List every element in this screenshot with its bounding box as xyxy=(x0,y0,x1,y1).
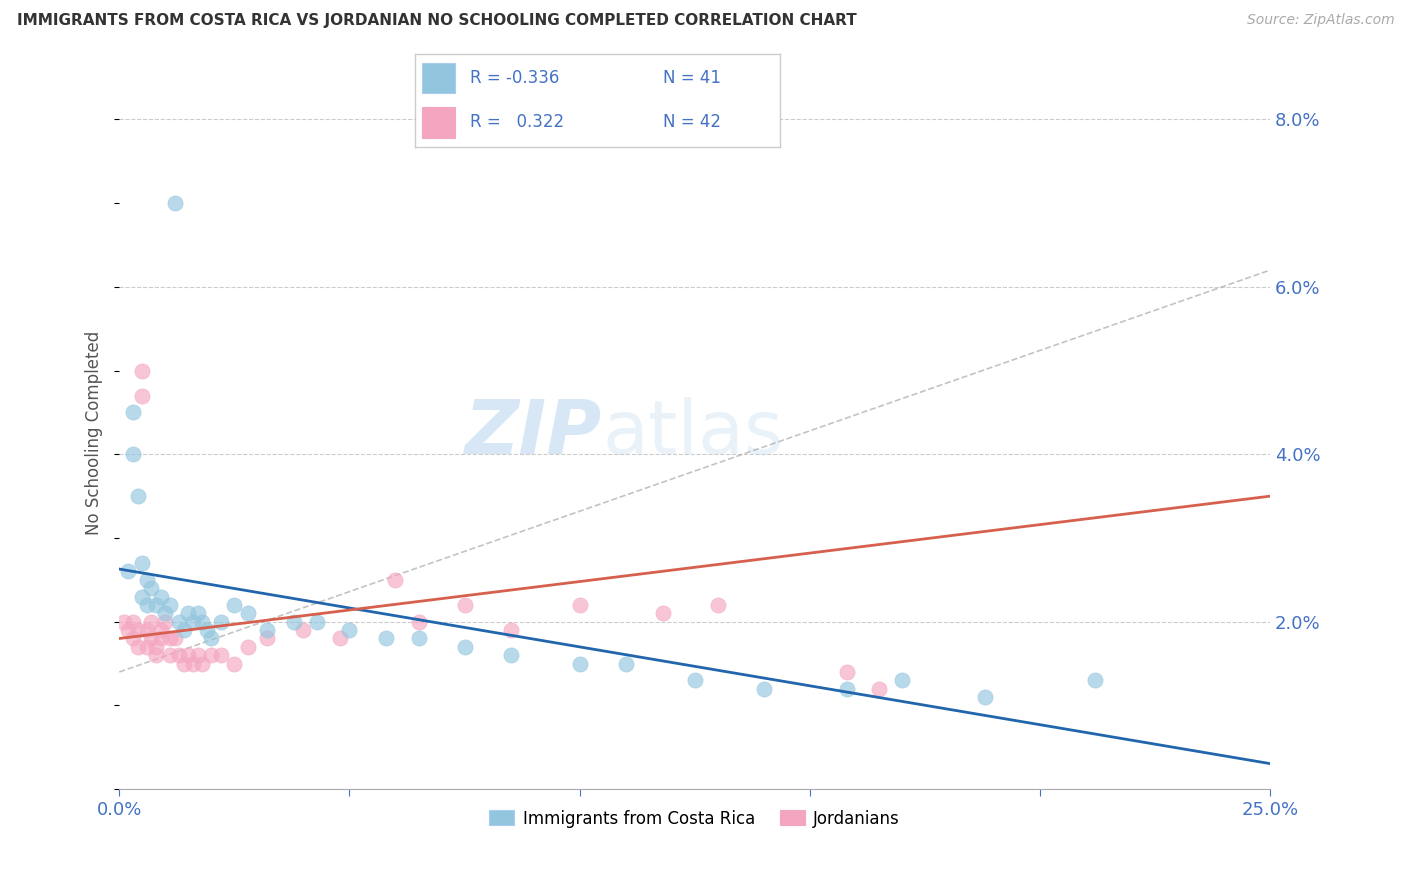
Point xyxy=(117,565,139,579)
Point xyxy=(181,657,204,671)
Point xyxy=(131,389,153,403)
Point xyxy=(453,640,475,654)
Text: R =   0.322: R = 0.322 xyxy=(470,113,564,131)
Point xyxy=(307,615,329,629)
Text: IMMIGRANTS FROM COSTA RICA VS JORDANIAN NO SCHOOLING COMPLETED CORRELATION CHART: IMMIGRANTS FROM COSTA RICA VS JORDANIAN … xyxy=(17,13,856,29)
Point xyxy=(256,623,278,637)
Text: N = 41: N = 41 xyxy=(664,69,721,87)
Point xyxy=(122,405,145,419)
Point xyxy=(835,681,858,696)
Point xyxy=(195,623,218,637)
Point xyxy=(238,640,260,654)
Point xyxy=(890,673,912,688)
Point xyxy=(224,598,246,612)
Point xyxy=(752,681,775,696)
Point xyxy=(117,623,139,637)
Text: R = -0.336: R = -0.336 xyxy=(470,69,560,87)
Point xyxy=(145,648,167,663)
Y-axis label: No Schooling Completed: No Schooling Completed xyxy=(86,331,103,535)
Point xyxy=(155,615,177,629)
Point xyxy=(256,632,278,646)
Point xyxy=(683,673,706,688)
Point xyxy=(141,615,163,629)
Point xyxy=(131,556,153,570)
Point xyxy=(177,648,200,663)
Point xyxy=(614,657,637,671)
Point xyxy=(135,598,157,612)
Point xyxy=(499,648,522,663)
Point xyxy=(122,615,145,629)
Point xyxy=(181,615,204,629)
Point xyxy=(127,623,149,637)
Point xyxy=(408,615,430,629)
Point xyxy=(868,681,890,696)
Point xyxy=(145,598,167,612)
Point xyxy=(224,657,246,671)
Text: Source: ZipAtlas.com: Source: ZipAtlas.com xyxy=(1247,13,1395,28)
Point xyxy=(149,632,172,646)
Point xyxy=(200,632,222,646)
Point xyxy=(568,598,591,612)
Point xyxy=(835,665,858,679)
Point xyxy=(122,632,145,646)
Legend: Immigrants from Costa Rica, Jordanians: Immigrants from Costa Rica, Jordanians xyxy=(482,803,907,834)
Point xyxy=(135,623,157,637)
Point xyxy=(339,623,361,637)
Text: ZIP: ZIP xyxy=(465,397,603,470)
Point xyxy=(292,623,315,637)
Point xyxy=(177,607,200,621)
Point xyxy=(163,632,186,646)
Text: N = 42: N = 42 xyxy=(664,113,721,131)
Point xyxy=(122,447,145,461)
Bar xyxy=(422,63,456,94)
Point xyxy=(1084,673,1107,688)
Point xyxy=(209,648,232,663)
Point xyxy=(329,632,352,646)
Point xyxy=(191,657,214,671)
Point xyxy=(135,573,157,587)
Point xyxy=(499,623,522,637)
Point xyxy=(141,632,163,646)
Point xyxy=(131,363,153,377)
Point xyxy=(112,615,135,629)
Point xyxy=(149,623,172,637)
Point xyxy=(127,489,149,503)
Bar xyxy=(422,107,456,138)
Point xyxy=(186,648,208,663)
Point xyxy=(453,598,475,612)
Point xyxy=(145,640,167,654)
Point xyxy=(973,690,995,705)
Point xyxy=(375,632,398,646)
Point xyxy=(167,648,190,663)
Point xyxy=(173,657,195,671)
Point xyxy=(238,607,260,621)
Point xyxy=(191,615,214,629)
Point xyxy=(127,640,149,654)
Point xyxy=(186,607,208,621)
Point xyxy=(131,590,153,604)
Point xyxy=(651,607,673,621)
Point xyxy=(149,590,172,604)
Point xyxy=(135,640,157,654)
Point xyxy=(141,581,163,595)
Point xyxy=(163,196,186,211)
Text: atlas: atlas xyxy=(603,397,783,470)
Point xyxy=(706,598,728,612)
Point xyxy=(155,607,177,621)
Point xyxy=(159,648,181,663)
Point xyxy=(200,648,222,663)
Point xyxy=(384,573,406,587)
Point xyxy=(568,657,591,671)
Point xyxy=(408,632,430,646)
Point xyxy=(159,632,181,646)
Point xyxy=(167,615,190,629)
Point xyxy=(173,623,195,637)
Point xyxy=(283,615,305,629)
Point xyxy=(159,598,181,612)
Point xyxy=(209,615,232,629)
